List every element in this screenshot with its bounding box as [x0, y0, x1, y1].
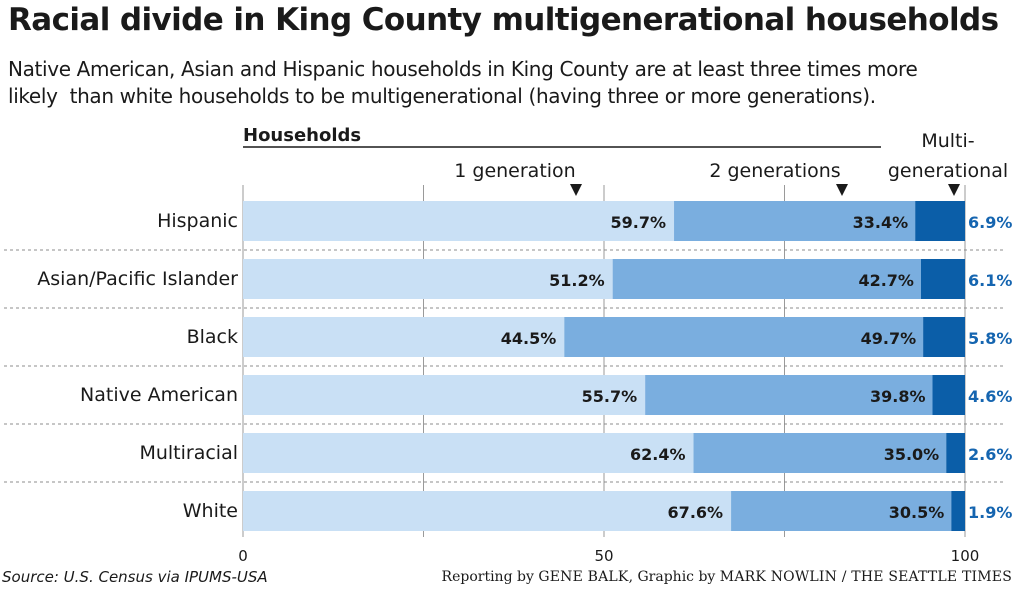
bar-white-1-generation: [243, 491, 732, 531]
bar-native-american-1-generation: [243, 375, 646, 415]
value-label-asian-pacific-islander-multigenerational: 6.1%: [968, 271, 1012, 290]
bar-asian-pacific-islander-1-generation: [243, 259, 613, 299]
bar-multiracial-1-generation: [243, 433, 694, 473]
category-label-black: Black: [187, 326, 238, 348]
category-label-asian-pacific-islander: Asian/Pacific Islander: [37, 268, 238, 290]
x-tick-label-50: 50: [594, 547, 613, 565]
value-label-multiracial-1-generation: 62.4%: [630, 445, 686, 464]
x-tick-label-100: 100: [951, 547, 980, 565]
bar-white-2-generations: [731, 491, 952, 531]
value-label-hispanic-multigenerational: 6.9%: [968, 213, 1012, 232]
bar-native-american-multi-generational: [932, 375, 965, 415]
credit-prefix: Reporting by: [441, 569, 539, 585]
series-header-multi-generational-line-2: generational: [888, 160, 1008, 182]
bar-black-2-generations: [564, 317, 924, 357]
row-separators: [4, 249, 1005, 483]
value-label-asian-pacific-islander-2-generations: 42.7%: [858, 271, 914, 290]
gridlines: [242, 185, 966, 537]
credit-reporter: GENE BALK: [538, 569, 629, 585]
labels: Hispanic 59.7% 33.4% 6.9% Asian/Pacific Isla…: [37, 210, 1012, 522]
bar-hispanic-2-generations: [674, 201, 916, 241]
value-label-white-2-generations: 30.5%: [889, 503, 945, 522]
bar-asian-pacific-islander-multi-generational: [920, 259, 965, 299]
category-label-native-american: Native American: [80, 384, 238, 406]
bar-multiracial-multi-generational: [946, 433, 965, 473]
category-label-white: White: [183, 500, 238, 522]
x-tick-label-0: 0: [238, 547, 248, 565]
value-label-multiracial-2-generations: 35.0%: [884, 445, 940, 464]
value-label-hispanic-2-generations: 33.4%: [853, 213, 909, 232]
source-note: Source: U.S. Census via IPUMS-USA: [2, 568, 268, 586]
value-label-white-multigenerational: 1.9%: [968, 503, 1012, 522]
bar-native-american-2-generations: [645, 375, 933, 415]
value-label-native-american-1-generation: 55.7%: [582, 387, 638, 406]
bar-hispanic-1-generation: [243, 201, 675, 241]
bar-multiracial-2-generations: [693, 433, 947, 473]
bar-hispanic-multi-generational: [915, 201, 965, 241]
bar-asian-pacific-islander-2-generations: [612, 259, 921, 299]
value-label-white-1-generation: 67.6%: [668, 503, 724, 522]
series-marker-1-generation: [570, 184, 582, 196]
series-marker-2-generations: [836, 184, 848, 196]
category-label-multiracial: Multiracial: [139, 442, 238, 464]
value-label-asian-pacific-islander-1-generation: 51.2%: [549, 271, 605, 290]
value-label-native-american-2-generations: 39.8%: [870, 387, 926, 406]
x-axis: 0 50 100: [238, 547, 979, 565]
bar-white-multi-generational: [951, 491, 965, 531]
value-label-multiracial-multigenerational: 2.6%: [968, 445, 1012, 464]
chart-subtitle-line-2: likely than white households to be multi…: [8, 84, 876, 108]
value-label-hispanic-1-generation: 59.7%: [611, 213, 667, 232]
credit-middle: , Graphic by: [628, 569, 720, 585]
households-header: Households: [243, 125, 361, 146]
value-label-black-1-generation: 44.5%: [501, 329, 557, 348]
series-header-1-generation: 1 generation: [454, 160, 575, 182]
bar-black-multi-generational: [923, 317, 965, 357]
chart-subtitle-line-1: Native American, Asian and Hispanic hous…: [8, 57, 918, 81]
bar-black-1-generation: [243, 317, 565, 357]
value-label-black-multigenerational: 5.8%: [968, 329, 1012, 348]
credit-artist: MARK NOWLIN / THE SEATTLE TIMES: [719, 569, 1012, 585]
series-marker-multi-generational: [948, 184, 960, 196]
value-label-native-american-multigenerational: 4.6%: [968, 387, 1012, 406]
chart-title: Racial divide in King County multigenera…: [8, 2, 999, 38]
bars: [243, 201, 965, 531]
value-label-black-2-generations: 49.7%: [861, 329, 917, 348]
category-label-hispanic: Hispanic: [157, 210, 238, 232]
credit-line: Reporting by GENE BALK, Graphic by MARK …: [442, 569, 1012, 585]
series-header-multi-generational-line-1: Multi-: [921, 130, 974, 152]
chart-header: Households 1 generation 2 generations Mult…: [243, 125, 1008, 196]
series-header-2-generations: 2 generations: [709, 160, 840, 182]
